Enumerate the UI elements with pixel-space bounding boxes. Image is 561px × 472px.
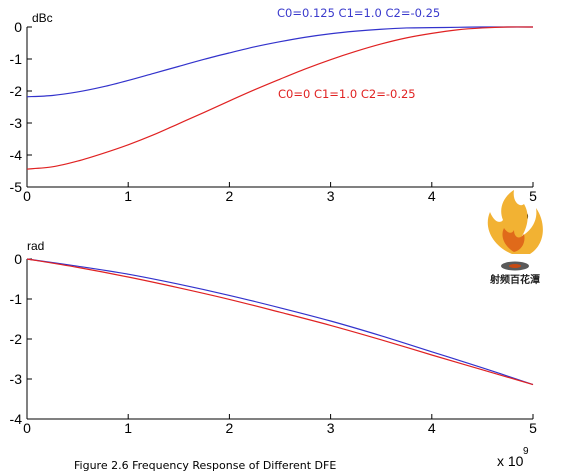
disc-shadow-icon xyxy=(509,264,521,268)
bottom-x-multiplier-exponent: 9 xyxy=(523,446,529,457)
y-tick-label: -3 xyxy=(10,371,23,387)
x-tick-label: 3 xyxy=(327,188,335,204)
plots-layer: 0 1 2 3 4 5 0 -1 -2 -3 -4 -5 dBc 0 1 2 3 4 5 0 -1 -2 -3 -4 rad xyxy=(10,11,538,436)
x-tick-label: 4 xyxy=(428,188,436,204)
y-tick-label: -2 xyxy=(10,331,23,347)
y-tick-label: -2 xyxy=(10,83,23,99)
y-tick-label: -4 xyxy=(10,147,23,163)
flame-inner-icon xyxy=(502,228,525,252)
y-tick-label: 0 xyxy=(14,251,22,267)
chart-2: 0 1 2 3 4 5 0 -1 -2 -3 -4 rad xyxy=(10,239,538,436)
series-line-1 xyxy=(26,26,533,98)
x-tick-label: 1 xyxy=(124,188,132,204)
series-line-2 xyxy=(26,26,534,170)
x-tick-label: 2 xyxy=(226,188,234,204)
series-line-1 xyxy=(26,258,534,386)
y-axis-unit-label: rad xyxy=(27,239,44,253)
figure-caption: Figure 2.6 Frequency Response of Differe… xyxy=(74,459,336,472)
bottom-x-multiplier-base: x 10 xyxy=(497,453,524,469)
x-tick-label: 5 xyxy=(529,420,537,436)
x-tick-label: 3 xyxy=(327,420,335,436)
watermark-logo: 射频百花潭 xyxy=(487,190,543,286)
x-tick-label: 2 xyxy=(226,420,234,436)
y-tick-label: 0 xyxy=(14,19,22,35)
x-tick-label: 4 xyxy=(428,420,436,436)
y-tick-label: -5 xyxy=(10,179,23,195)
y-tick-label: -1 xyxy=(10,51,23,67)
chart-1: 0 1 2 3 4 5 0 -1 -2 -3 -4 -5 dBc xyxy=(10,11,538,204)
annotation-red-series: C0=0 C1=1.0 C2=-0.25 xyxy=(278,87,416,101)
y-tick-label: -3 xyxy=(10,115,23,131)
x-tick-label: 0 xyxy=(23,420,31,436)
y-axis-unit-label: dBc xyxy=(32,11,53,25)
flame-icon xyxy=(487,190,543,254)
x-tick-label: 5 xyxy=(529,188,537,204)
annotation-blue-series: C0=0.125 C1=1.0 C2=-0.25 xyxy=(277,6,440,20)
y-tick-label: -4 xyxy=(10,411,23,427)
y-tick-label: -1 xyxy=(10,291,23,307)
watermark-text: 射频百花潭 xyxy=(489,273,540,286)
series-line-2 xyxy=(26,258,534,386)
bottom-x-multiplier: x 10 9 xyxy=(497,446,529,469)
x-tick-label: 0 xyxy=(23,188,31,204)
x-tick-label: 1 xyxy=(124,420,132,436)
